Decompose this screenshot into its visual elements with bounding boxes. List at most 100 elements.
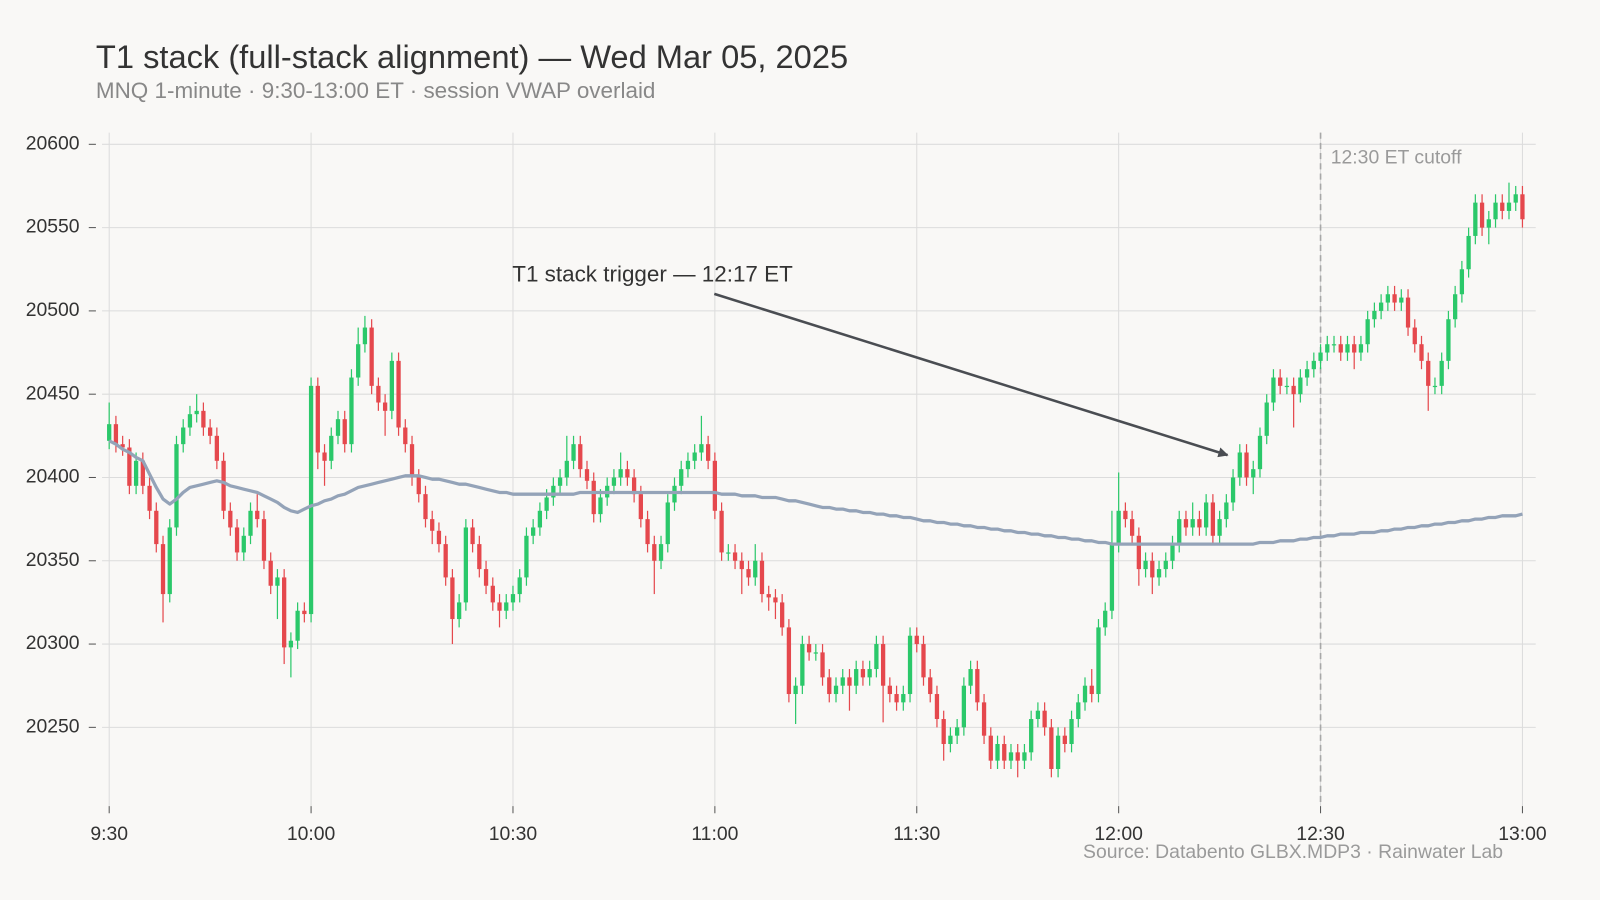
candle-body bbox=[854, 669, 859, 686]
candle-body bbox=[470, 527, 475, 545]
candle-body bbox=[463, 527, 469, 603]
candle-body bbox=[847, 677, 852, 686]
candle-body bbox=[1298, 377, 1303, 395]
candle-body bbox=[806, 644, 812, 653]
candle-body bbox=[1311, 360, 1316, 370]
candle-body bbox=[1419, 344, 1424, 361]
candle-body bbox=[510, 594, 516, 603]
candle-body bbox=[1183, 519, 1189, 528]
candle-body bbox=[1352, 344, 1357, 353]
candle-body bbox=[766, 594, 771, 598]
candle-body bbox=[389, 360, 394, 411]
candle-body bbox=[1055, 735, 1061, 769]
candle-body bbox=[665, 502, 670, 545]
candle-body bbox=[174, 444, 179, 528]
candle-body bbox=[1412, 327, 1417, 345]
candle-body bbox=[652, 544, 657, 561]
candle-body bbox=[214, 435, 220, 461]
candle-body bbox=[1385, 294, 1390, 303]
candle-body bbox=[786, 627, 792, 695]
candle-body bbox=[194, 410, 199, 415]
candle-body bbox=[1372, 310, 1377, 320]
candle-body bbox=[1251, 469, 1256, 478]
candle-body bbox=[275, 577, 280, 586]
candle-body bbox=[1015, 752, 1020, 761]
chart-title: T1 stack (full-stack alignment) — Wed Ma… bbox=[96, 38, 848, 75]
candle-body bbox=[295, 610, 300, 641]
y-tick-label: 20250 bbox=[26, 715, 80, 737]
candle-body bbox=[860, 669, 866, 678]
x-tick-label: 11:00 bbox=[691, 823, 738, 845]
candle-body bbox=[228, 510, 233, 528]
candle-body bbox=[537, 510, 543, 528]
candle-body bbox=[793, 685, 798, 695]
candle-body bbox=[288, 640, 294, 648]
candle-body bbox=[443, 544, 448, 578]
candle-body bbox=[282, 577, 287, 648]
candle-body bbox=[349, 377, 354, 445]
candle-body bbox=[1230, 477, 1236, 503]
x-tick-label: 13:00 bbox=[1498, 823, 1547, 845]
candle-body bbox=[160, 544, 166, 595]
candle-body bbox=[1123, 510, 1128, 520]
candle-body bbox=[705, 444, 711, 461]
candle-body bbox=[1237, 452, 1242, 478]
candle-body bbox=[477, 544, 482, 570]
candle-body bbox=[584, 469, 590, 481]
candle-body bbox=[504, 602, 509, 611]
candle-body bbox=[261, 519, 267, 561]
candle-body bbox=[820, 652, 825, 678]
candle-body bbox=[308, 385, 314, 615]
candle-body bbox=[941, 719, 946, 745]
candle-body bbox=[1170, 544, 1175, 561]
candle-body bbox=[1325, 344, 1330, 353]
candle-body bbox=[1318, 352, 1323, 361]
y-tick-label: 20300 bbox=[26, 632, 80, 654]
candle-body bbox=[544, 497, 549, 511]
candle-body bbox=[241, 535, 246, 553]
candle-body bbox=[268, 560, 273, 586]
candle-body bbox=[1271, 377, 1276, 403]
candle-body bbox=[631, 477, 637, 495]
candle-body bbox=[1331, 344, 1337, 346]
candle-body bbox=[1150, 560, 1155, 578]
candle-body bbox=[1116, 510, 1121, 545]
candle-body bbox=[618, 469, 623, 478]
candle-body bbox=[181, 427, 186, 445]
candle-body bbox=[981, 702, 987, 736]
x-tick-label: 10:30 bbox=[489, 823, 538, 845]
candle-body bbox=[1217, 519, 1222, 536]
candle-body bbox=[154, 510, 159, 545]
candle-body bbox=[1129, 519, 1135, 536]
candle-body bbox=[1291, 385, 1296, 395]
candle-body bbox=[726, 552, 731, 554]
candle-body bbox=[409, 444, 415, 478]
candle-body bbox=[490, 585, 495, 603]
candle-body bbox=[133, 460, 139, 486]
candle-body bbox=[712, 460, 718, 511]
candle-body bbox=[591, 480, 596, 515]
candle-body bbox=[1103, 610, 1108, 628]
candle-body bbox=[1439, 360, 1444, 386]
candle-body bbox=[382, 402, 388, 411]
candle-body bbox=[1210, 502, 1216, 536]
candle-body bbox=[302, 610, 307, 615]
candle-body bbox=[430, 519, 435, 531]
candle-body bbox=[1197, 519, 1202, 528]
candle-body bbox=[867, 669, 872, 678]
candle-body bbox=[1473, 202, 1478, 236]
candle-body bbox=[1426, 360, 1431, 386]
candle-body bbox=[746, 569, 751, 578]
candle-body bbox=[396, 360, 401, 428]
candle-body bbox=[658, 544, 664, 561]
candle-body bbox=[1008, 752, 1014, 761]
candle-body bbox=[483, 569, 489, 586]
candle-body bbox=[362, 327, 368, 345]
candle-body bbox=[934, 694, 940, 720]
candle-body bbox=[1177, 519, 1182, 545]
candle-body bbox=[1156, 569, 1162, 578]
candle-body bbox=[201, 410, 206, 428]
candle-body bbox=[1365, 319, 1370, 345]
